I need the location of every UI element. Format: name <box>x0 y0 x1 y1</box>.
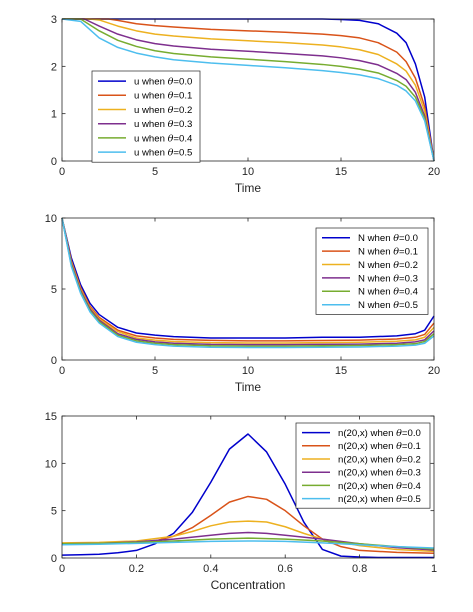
legend-label: N when θ=0.5 <box>358 300 418 311</box>
legend-label: u when θ=0.4 <box>134 133 193 144</box>
legend-label: N when θ=0.0 <box>358 233 418 244</box>
series-line-u-when-0-4 <box>62 18 435 162</box>
legend-box <box>295 422 431 509</box>
legend-label: n(20,x) when θ=0.5 <box>338 494 421 505</box>
x-tick-label: 0.6 <box>278 563 293 575</box>
x-tick-label: 20 <box>428 365 440 377</box>
x-tick-label: 0.8 <box>352 563 367 575</box>
legend-box <box>315 227 429 315</box>
x-tick-label: 0.4 <box>203 563 218 575</box>
legend: u when θ=0.0 u when θ=0.1 u when θ=0.2 u wh… <box>91 70 201 163</box>
legend-label: N when θ=0.2 <box>358 260 418 271</box>
x-tick-label: 0.2 <box>129 563 144 575</box>
x-tick-label: 5 <box>152 166 158 178</box>
legend-box <box>91 70 201 163</box>
series-line-n-20-x-when-0-0 <box>61 433 434 559</box>
legend-label: n(20,x) when θ=0.4 <box>338 481 422 492</box>
legend-label: u when θ=0.0 <box>134 77 192 88</box>
series-group <box>61 18 435 162</box>
y-tick-label: 0 <box>51 156 57 168</box>
legend: n(20,x) when θ=0.0 n(20,x) when θ=0.1 n(20… <box>295 422 431 509</box>
legend-label: n(20,x) when θ=0.2 <box>338 454 421 465</box>
y-tick-label: 3 <box>51 14 57 26</box>
legend-label: u when θ=0.2 <box>134 105 192 116</box>
axes-box <box>61 415 435 559</box>
legend-label: n(20,x) when θ=0.0 <box>338 428 421 439</box>
chart-panel-2: 0 5 10 15 20 0 5 10 Time N when θ=0.0 N when θ=0.1… <box>45 213 440 394</box>
legend-label: u when θ=0.3 <box>134 119 192 130</box>
y-tick-label: 5 <box>51 506 57 518</box>
x-axis-label: Time <box>235 380 262 394</box>
legend-label: n(20,x) when θ=0.1 <box>338 441 421 452</box>
x-tick-label: 10 <box>242 365 254 377</box>
x-tick-label: 0 <box>59 365 65 377</box>
series-group <box>61 433 435 559</box>
x-tick-label: 15 <box>335 166 347 178</box>
legend-label: N when θ=0.1 <box>358 247 418 258</box>
y-tick-label: 1 <box>51 109 57 121</box>
y-tick-label: 5 <box>51 284 57 296</box>
series-line-u-when-0-1 <box>62 18 435 162</box>
x-axis-label: Time <box>235 181 262 195</box>
y-tick-label: 0 <box>51 355 57 367</box>
y-tick-label: 2 <box>51 61 57 73</box>
x-tick-label: 20 <box>428 166 440 178</box>
series-line-n-when-0-0 <box>61 217 435 339</box>
legend-label: u when θ=0.1 <box>134 91 192 102</box>
y-tick-label: 10 <box>45 213 57 225</box>
legend-label: N when θ=0.4 <box>358 287 419 298</box>
legend-label: n(20,x) when θ=0.3 <box>338 468 421 479</box>
series-line-n-20-x-when-0-2 <box>61 520 435 553</box>
chart-panel-1: 0 5 10 15 20 0 1 2 3 Time u when θ=0.0 u when θ=0.1… <box>51 14 440 195</box>
x-tick-label: 0 <box>59 166 65 178</box>
x-tick-label: 1 <box>431 563 437 575</box>
series-line-u-when-0-2 <box>62 18 435 162</box>
x-tick-label: 0 <box>59 563 65 575</box>
series-line-n-when-0-5 <box>61 217 435 349</box>
legend: N when θ=0.0 N when θ=0.1 N when θ=0.2 N wh… <box>315 227 429 315</box>
y-tick-label: 10 <box>45 458 57 470</box>
legend-label: u when θ=0.5 <box>134 148 192 159</box>
x-tick-label: 15 <box>335 365 347 377</box>
series-line-n-20-x-when-0-5 <box>61 540 435 549</box>
y-tick-label: 0 <box>51 553 57 565</box>
x-axis-label: Concentration <box>211 578 286 592</box>
x-tick-label: 10 <box>242 166 254 178</box>
legend-label: N when θ=0.3 <box>358 273 418 284</box>
series-line-u-when-0-3 <box>62 18 435 162</box>
x-tick-label: 5 <box>152 365 158 377</box>
series-line-u-when-0-5 <box>61 18 435 162</box>
y-tick-label: 15 <box>45 411 57 423</box>
series-group <box>61 217 435 349</box>
chart-panel-3: 0 0.2 0.4 0.6 0.8 1051015Concentrationn(20,x)… <box>45 411 437 592</box>
